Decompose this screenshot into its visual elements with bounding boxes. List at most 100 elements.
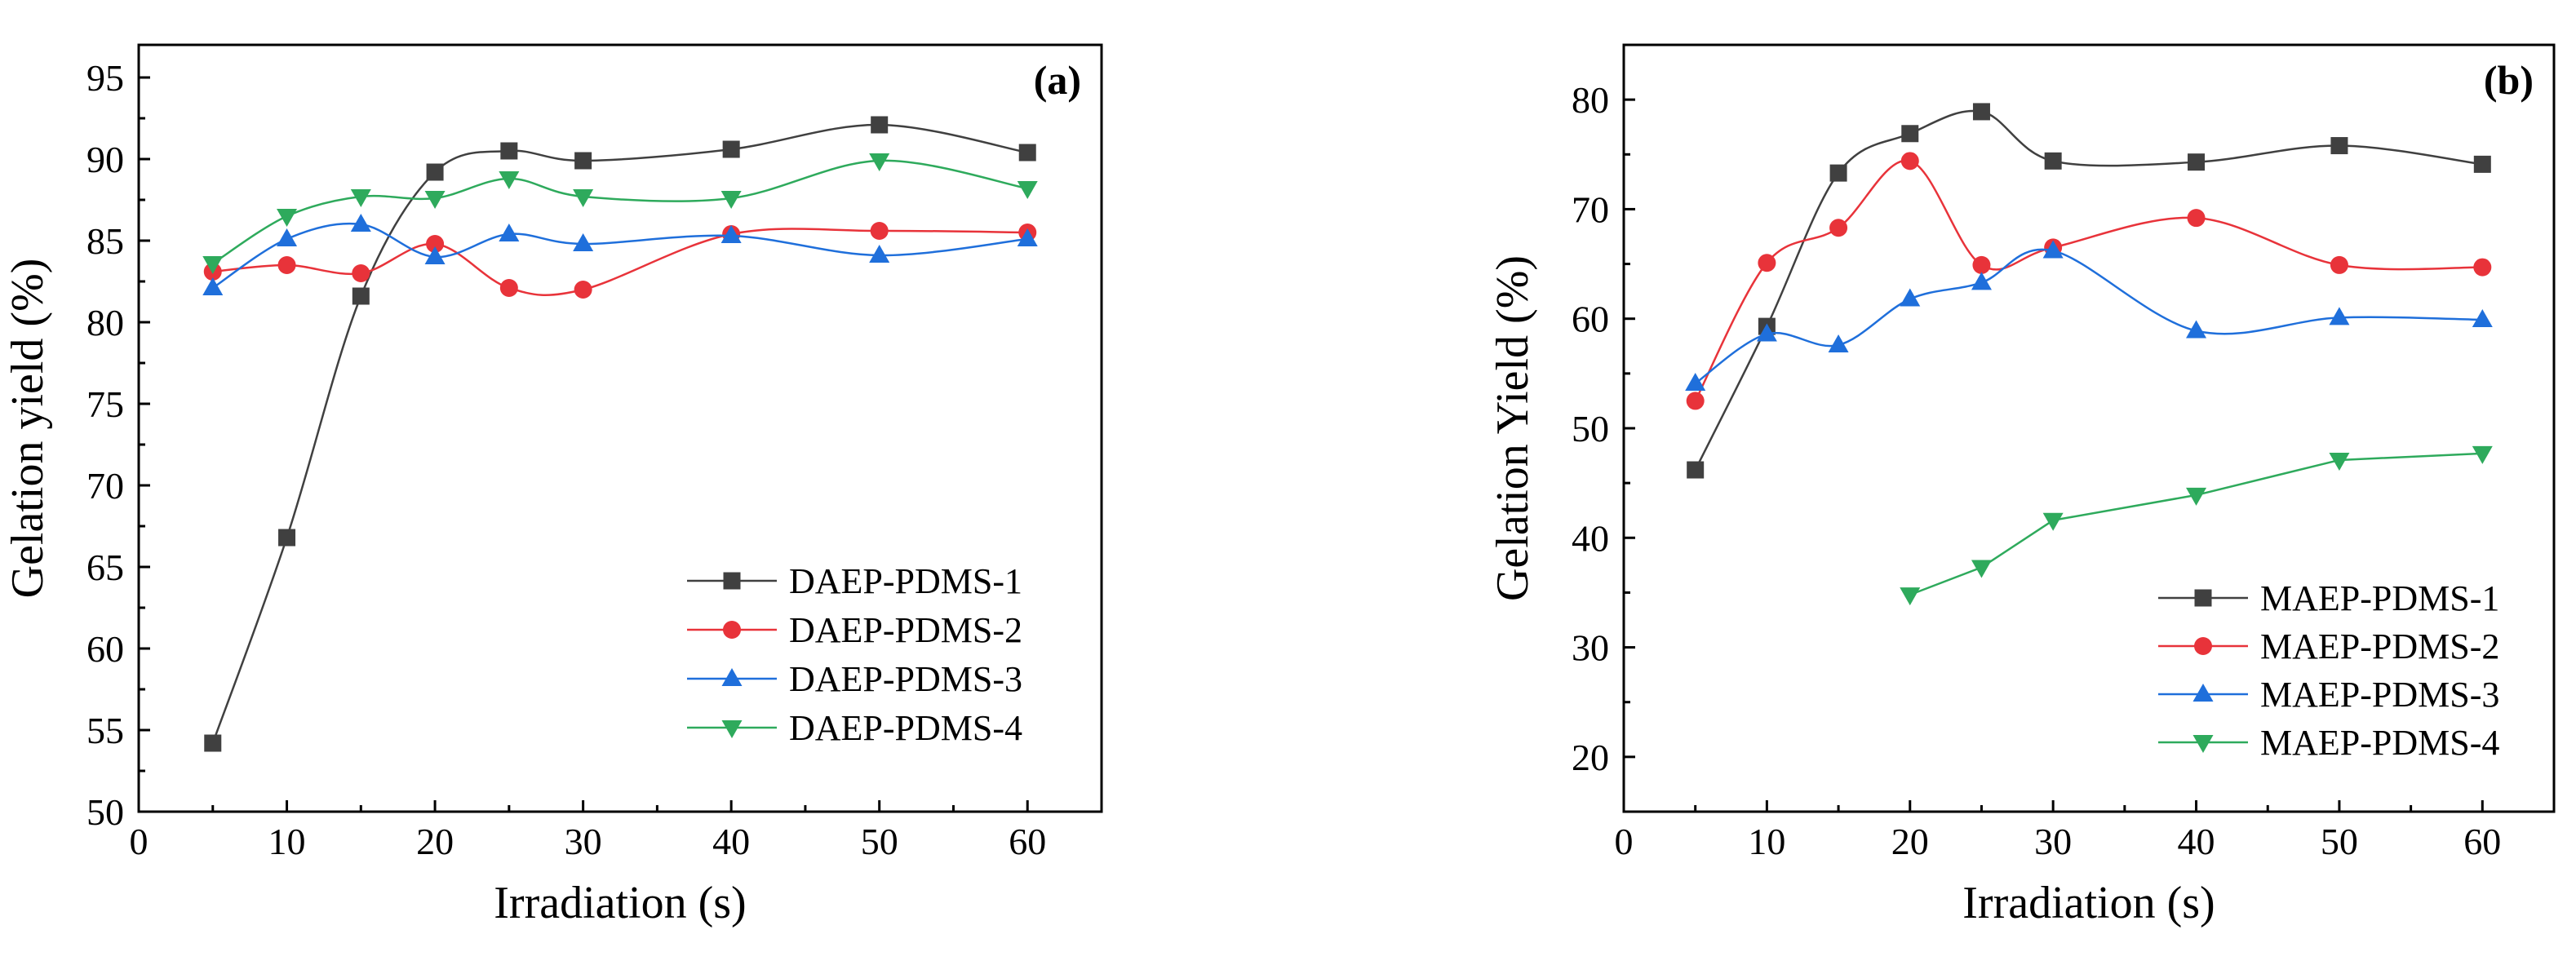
data-point	[2187, 209, 2206, 228]
data-point	[720, 191, 742, 209]
data-point	[869, 153, 890, 171]
data-point	[1018, 144, 1036, 162]
data-point	[2472, 309, 2493, 328]
legend-marker	[721, 668, 743, 686]
data-point	[2473, 155, 2491, 173]
data-point	[350, 189, 371, 207]
panel-label: (b)	[2484, 57, 2534, 103]
data-point	[2186, 487, 2207, 506]
series-maep-pdms-3	[1685, 240, 2493, 391]
data-point	[499, 224, 520, 241]
data-point	[2473, 258, 2492, 277]
y-tick-label: 55	[86, 710, 124, 751]
x-axis-title: Irradiation (s)	[494, 878, 746, 928]
data-point	[204, 734, 222, 752]
y-axis-title: Gelation Yield (%)	[1488, 255, 1538, 601]
data-point	[1756, 323, 1777, 342]
data-point	[1687, 461, 1705, 479]
y-tick-label: 30	[1572, 627, 1609, 669]
data-point	[2330, 137, 2348, 155]
data-point	[870, 222, 889, 240]
y-tick-label: 75	[86, 383, 124, 425]
data-point	[499, 171, 520, 189]
data-point	[722, 140, 740, 158]
data-point	[426, 163, 444, 181]
legend-label: MAEP-PDMS-2	[2260, 626, 2499, 666]
data-point	[277, 228, 298, 246]
plot-frame	[137, 43, 1103, 813]
y-tick-label: 40	[1572, 517, 1609, 559]
data-point	[202, 277, 224, 295]
data-point	[1901, 125, 1919, 143]
data-point	[573, 233, 594, 251]
legend-marker	[723, 572, 741, 590]
x-tick-label: 40	[2178, 821, 2215, 862]
data-point	[350, 214, 371, 232]
data-point	[1900, 587, 1921, 606]
x-tick-label: 60	[1009, 821, 1046, 862]
data-point	[2186, 320, 2207, 339]
legend-label: MAEP-PDMS-3	[2260, 675, 2499, 715]
data-point	[573, 189, 594, 207]
legend-label: DAEP-PDMS-4	[789, 708, 1022, 748]
legend: MAEP-PDMS-1 MAEP-PDMS-2 MAEP-PDMS-3 MAEP-PD…	[2158, 578, 2499, 763]
y-tick-label: 70	[1572, 188, 1609, 230]
data-point	[1972, 103, 1990, 121]
data-point	[1972, 255, 1991, 274]
data-point	[1758, 254, 1776, 272]
panel-label: (a)	[1034, 57, 1081, 103]
data-point	[2044, 152, 2062, 170]
data-point	[2329, 452, 2350, 471]
x-tick-label: 0	[130, 821, 149, 862]
data-point	[720, 225, 742, 243]
x-axis-title: Irradiation (s)	[1962, 878, 2215, 928]
y-tick-label: 20	[1572, 737, 1609, 778]
series-line	[1909, 452, 2483, 596]
legend-marker	[721, 720, 743, 738]
series-line	[211, 123, 1028, 744]
data-point	[277, 209, 298, 227]
data-point	[871, 116, 889, 134]
data-point	[426, 235, 445, 253]
data-point	[1017, 181, 1038, 199]
data-point	[1017, 228, 1038, 246]
x-tick-label: 0	[1615, 821, 1634, 862]
series-daep-pdms-1	[204, 116, 1036, 752]
legend-label: DAEP-PDMS-2	[789, 610, 1022, 650]
data-point	[1829, 219, 1848, 237]
legend-marker	[723, 621, 741, 639]
x-tick-label: 30	[2034, 821, 2072, 862]
series-line	[212, 222, 1028, 290]
legend-label: DAEP-PDMS-3	[789, 659, 1022, 699]
data-point	[2042, 512, 2064, 531]
series-daep-pdms-3	[202, 214, 1038, 295]
x-tick-label: 10	[1748, 821, 1785, 862]
y-axis-title: Gelation yield (%)	[2, 259, 53, 599]
legend-marker	[2194, 589, 2212, 607]
data-point	[278, 529, 296, 547]
data-point	[1971, 560, 1992, 578]
y-tick-label: 50	[1572, 408, 1609, 449]
y-tick-label: 90	[86, 139, 124, 180]
data-point	[424, 246, 446, 264]
legend-label: DAEP-PDMS-1	[789, 561, 1022, 601]
x-tick-label: 10	[268, 821, 306, 862]
data-point	[202, 256, 224, 274]
y-tick-label: 80	[1572, 79, 1609, 121]
y-tick-label: 70	[86, 465, 124, 507]
x-tick-label: 50	[861, 821, 898, 862]
data-point	[869, 245, 890, 263]
data-point	[1686, 392, 1705, 410]
data-point	[1828, 334, 1849, 352]
x-tick-label: 60	[2463, 821, 2501, 862]
data-point	[352, 264, 370, 282]
y-tick-label: 85	[86, 220, 124, 262]
x-tick-label: 50	[2321, 821, 2358, 862]
series-maep-pdms-1	[1687, 103, 2491, 479]
data-point	[352, 287, 370, 305]
data-point	[1900, 152, 1919, 170]
data-point	[2329, 307, 2350, 325]
data-point	[424, 191, 446, 209]
legend-label: MAEP-PDMS-1	[2260, 578, 2499, 618]
